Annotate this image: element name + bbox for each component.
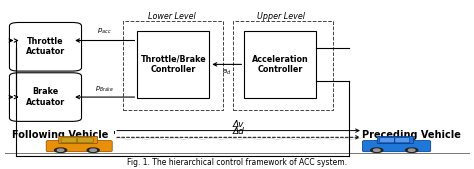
Text: Fig. 1. The hierarchical control framework of ACC system.: Fig. 1. The hierarchical control framewo… [128, 158, 347, 167]
Text: Acceleration
Controller: Acceleration Controller [252, 55, 309, 74]
Text: Brake
Actuator: Brake Actuator [26, 87, 65, 107]
FancyBboxPatch shape [9, 22, 82, 71]
Circle shape [371, 148, 383, 152]
Circle shape [406, 148, 418, 152]
Text: Preceding Vehicle: Preceding Vehicle [362, 130, 461, 140]
FancyBboxPatch shape [377, 136, 413, 144]
Circle shape [374, 149, 380, 151]
Circle shape [409, 149, 415, 151]
Circle shape [55, 148, 67, 152]
Text: Upper Level: Upper Level [257, 12, 305, 21]
FancyBboxPatch shape [244, 31, 316, 98]
Text: $p_{acc}$: $p_{acc}$ [97, 27, 112, 36]
FancyBboxPatch shape [380, 138, 394, 143]
Text: Throttle
Actuator: Throttle Actuator [26, 37, 65, 56]
Text: $p_{Brake}$: $p_{Brake}$ [95, 84, 114, 94]
Text: Lower Level: Lower Level [148, 12, 196, 21]
FancyBboxPatch shape [363, 140, 431, 152]
Circle shape [57, 149, 64, 151]
Text: Throttle/Brake
Controller: Throttle/Brake Controller [140, 55, 206, 74]
Circle shape [87, 148, 99, 152]
FancyBboxPatch shape [137, 31, 210, 98]
Text: $a_d$: $a_d$ [222, 68, 231, 77]
Circle shape [90, 149, 96, 151]
Text: Δv: Δv [233, 120, 244, 129]
Text: Δd: Δd [233, 127, 245, 136]
FancyBboxPatch shape [395, 138, 410, 143]
FancyBboxPatch shape [46, 140, 112, 152]
Text: Following Vehicle: Following Vehicle [12, 130, 109, 140]
FancyBboxPatch shape [9, 73, 82, 121]
FancyBboxPatch shape [61, 138, 77, 143]
FancyBboxPatch shape [59, 136, 97, 144]
FancyBboxPatch shape [77, 138, 93, 143]
